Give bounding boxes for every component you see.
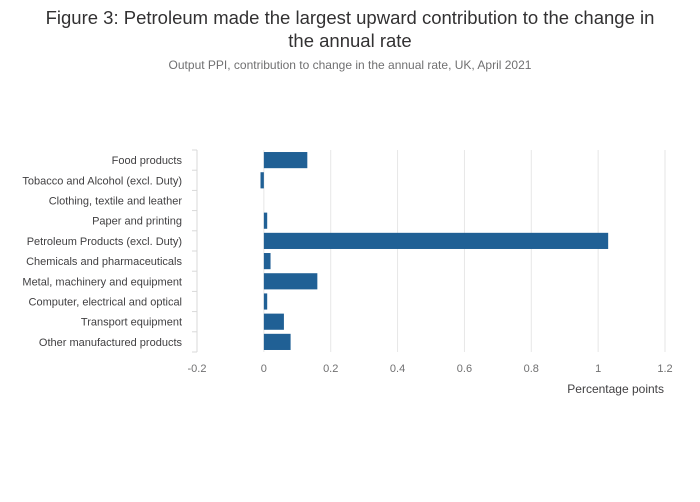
y-tick-label: Clothing, textile and leather [49,196,183,208]
bar [263,273,318,290]
chart-title-line-2: the annual rate [288,30,412,51]
y-tick-label: Computer, electrical and optical [29,297,182,309]
y-tick-label: Tobacco and Alcohol (excl. Duty) [22,175,182,187]
bar [263,152,308,169]
x-tick-label: 1 [595,363,601,375]
y-tick-label: Metal, machinery and equipment [22,276,182,288]
y-tick-label: Other manufactured products [39,337,183,349]
x-tick-label: 1.2 [657,363,672,375]
bar [260,172,264,189]
bar [263,293,268,310]
x-tick-label: 0 [261,363,267,375]
bars [260,152,609,350]
y-tick-label: Food products [112,155,183,167]
x-axis-title: Percentage points [567,382,664,396]
bar [263,212,268,229]
y-axis-labels: Food products Tobacco and Alcohol (excl. … [22,155,182,349]
x-tick-label: 0.6 [457,363,472,375]
x-tick-label: -0.2 [188,363,207,375]
bar [263,232,609,249]
bar [263,253,271,270]
bar [263,333,291,350]
bar [263,313,284,330]
y-tick-label: Paper and printing [92,216,182,228]
y-tick-label: Transport equipment [81,317,182,329]
x-tick-label: 0.2 [323,363,338,375]
chart-title: Figure 3: Petroleum made the largest upw… [0,6,700,52]
x-tick-label: 0.4 [390,363,405,375]
y-tick-label: Petroleum Products (excl. Duty) [27,236,182,248]
y-axis-ticks [192,149,198,353]
x-tick-label: 0.8 [524,363,539,375]
chart-title-line-1: Figure 3: Petroleum made the largest upw… [45,7,655,28]
chart-subtitle: Output PPI, contribution to change in th… [168,58,532,72]
y-tick-label: Chemicals and pharmaceuticals [26,256,182,268]
x-axis-labels: -0.2 0 0.2 0.4 0.6 0.8 1 1.2 [188,363,673,375]
